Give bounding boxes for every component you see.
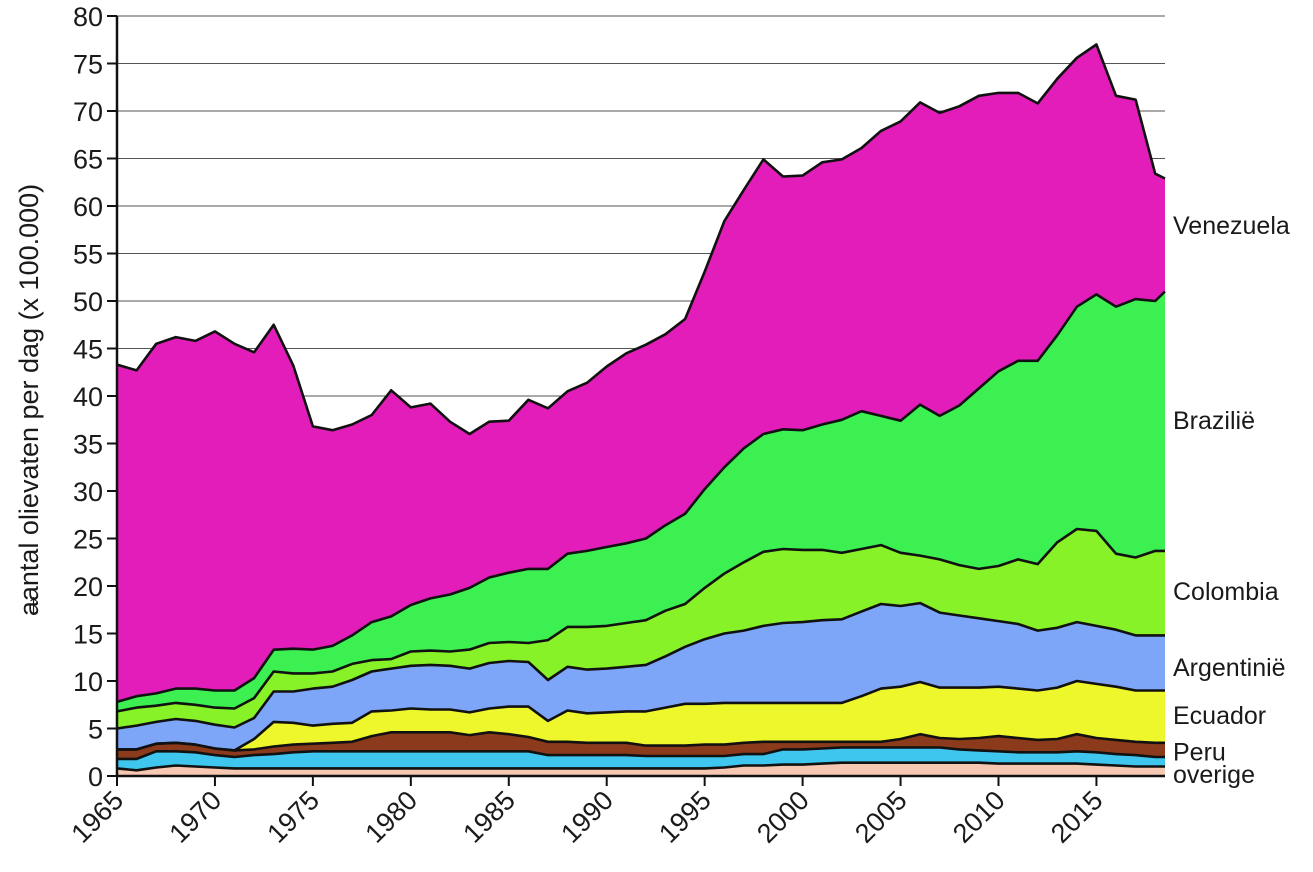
series-labels: Venezuela Brazilië Colombia Argentinië Ecuad… [1173,212,1290,789]
x-tick-label-1990: 1990 [555,785,619,849]
series-label-peru: Peru [1173,738,1226,766]
outline-venezuela [116,290,1166,704]
y-tick-label-10: 10 [73,667,103,697]
area-venezuela-top- [117,44,1165,702]
y-tick-label-20: 20 [73,572,103,602]
y-tick-label-0: 0 [88,762,103,792]
y-tick-label-30: 30 [73,477,103,507]
x-tick-label-2015: 2015 [1045,785,1109,849]
series-label-colombia: Colombia [1173,578,1279,606]
x-tick-label-1975: 1975 [261,785,325,849]
x-tick-label-1980: 1980 [359,785,423,849]
outline-peru [117,746,1165,761]
series-label-overige: overige [1173,761,1255,789]
y-tick-label-25: 25 [73,525,103,555]
y-axis-arrow: → [14,592,44,619]
y-tick-label-35: 35 [73,430,103,460]
outline-ecuador [117,731,1165,752]
y-tick-label-15: 15 [73,620,103,650]
y-tick-label-50: 50 [73,287,103,317]
area-series [117,44,1165,776]
y-axis-title: → aantal olievaten per dag (x 100.000) [14,184,44,619]
y-tick-label-60: 60 [73,192,103,222]
y-tick-label-70: 70 [73,97,103,127]
area-peru [117,747,1165,771]
x-tick-label-2005: 2005 [849,785,913,849]
axes [107,15,1165,786]
area-brazili- [117,529,1165,729]
series-label-ecuador: Ecuador [1173,702,1266,730]
x-tick-label-2000: 2000 [751,785,815,849]
outline-overige [116,761,1165,772]
outline-venezuela-top- [116,43,1166,436]
x-tick-labels: 1965 1970 1975 1980 1985 1990 1995 2000 2005 2010… [66,785,1109,849]
y-tick-label-65: 65 [73,145,103,175]
x-tick-label-1970: 1970 [163,785,227,849]
area-venezuela [117,291,1165,712]
area-argentini- [117,681,1165,751]
outline-argentini- [117,679,1165,752]
outline-brazili- [116,527,1165,713]
outline-colombia [116,601,1165,730]
y-tick-labels: 0 5 10 15 20 25 30 35 40 45 50 55 60 65 70 75 80 [73,2,103,792]
y-tick-label-80: 80 [73,2,103,32]
x-tick-label-1985: 1985 [457,785,521,849]
x-tick-label-2010: 2010 [947,785,1011,849]
series-label-venezuela: Venezuela [1173,212,1290,240]
series-label-argentini-: Argentinië [1173,654,1286,682]
x-tick-label-1995: 1995 [653,785,717,849]
y-tick-label-75: 75 [73,50,103,80]
y-tick-label-45: 45 [73,335,103,365]
y-tick-label-5: 5 [88,715,103,745]
series-outlines [116,43,1166,772]
y-axis-label: aantal olievaten per dag (x 100.000) [14,184,44,616]
series-label-brazili-: Brazilië [1173,407,1255,435]
area-colombia [117,603,1165,751]
y-tick-label-55: 55 [73,240,103,270]
x-tick-label-1965: 1965 [66,785,130,849]
y-tick-label-40: 40 [73,382,103,412]
